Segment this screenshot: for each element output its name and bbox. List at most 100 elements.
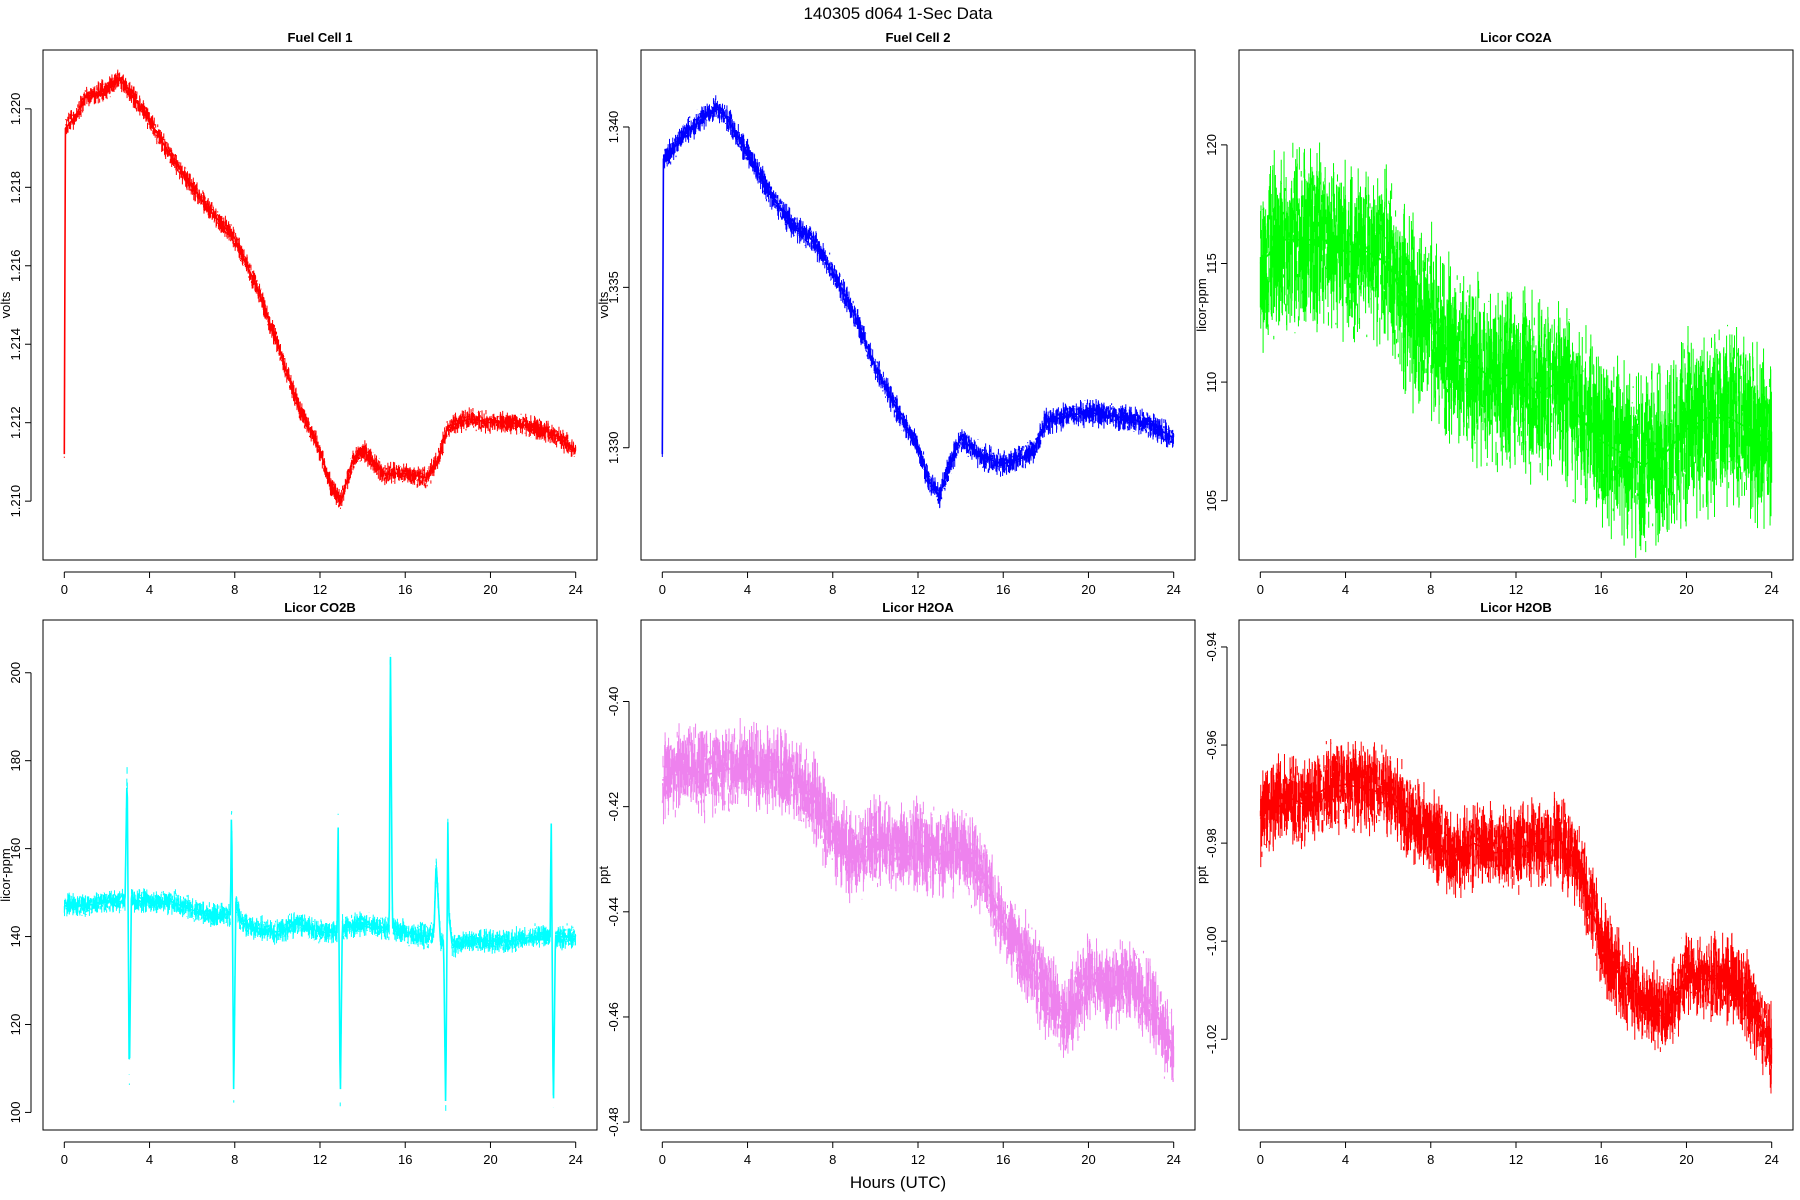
- y-tick-label: -0.44: [606, 897, 621, 927]
- x-tick-label: 4: [1342, 582, 1349, 597]
- x-tick-label: 12: [1509, 1152, 1523, 1167]
- panel-title: Licor CO2A: [1480, 30, 1552, 45]
- y-tick-label: 1.216: [8, 249, 23, 282]
- plot-frame: [42, 49, 598, 561]
- x-tick-label: 16: [398, 582, 412, 597]
- y-tick-label: 1.340: [606, 111, 621, 144]
- series-line: [1259, 238, 1773, 467]
- y-axis-label: ppt: [1194, 866, 1209, 884]
- x-tick-label: 16: [1594, 1152, 1608, 1167]
- y-axis-label: licor-ppm: [1194, 278, 1209, 331]
- plot-frame: [1238, 619, 1794, 1131]
- chart-panel-4: Licor CO2B licor-ppm 0 4 8 12 16 20 24 100 120 140 1…: [0, 600, 598, 1167]
- x-tick-label: 20: [483, 1152, 497, 1167]
- x-tick-label: 12: [911, 582, 925, 597]
- y-tick-label: 1.335: [606, 271, 621, 304]
- y-tick-label: 120: [8, 1014, 23, 1036]
- y-tick-label: 110: [1204, 372, 1219, 393]
- panel-title: Licor CO2B: [284, 600, 356, 615]
- x-tick-label: 16: [1594, 582, 1608, 597]
- plot-frame: [640, 619, 1196, 1131]
- x-tick-label: 16: [398, 1152, 412, 1167]
- y-tick-label: 100: [8, 1102, 23, 1124]
- plot-frame: [1238, 49, 1794, 561]
- x-tick-label: 12: [911, 1152, 925, 1167]
- y-tick-label: 115: [1204, 253, 1219, 274]
- data-trace-group: [63, 654, 577, 1111]
- x-tick-label: 8: [231, 582, 238, 597]
- chart-panel-3: Licor CO2A licor-ppm 0 4 8 12 16 20 24 105 110 115 1…: [1194, 30, 1794, 597]
- x-tick-label: 20: [483, 582, 497, 597]
- series-noise-band: [661, 717, 1175, 1083]
- y-tick-label: 1.210: [8, 485, 23, 518]
- y-tick-label: 140: [8, 926, 23, 948]
- data-trace-group: [661, 717, 1175, 1083]
- plot-frame: [640, 49, 1196, 561]
- x-tick-label: 4: [146, 1152, 153, 1167]
- y-tick-label: -0.98: [1204, 828, 1219, 858]
- y-tick-label: 1.220: [8, 93, 23, 126]
- y-axis-label: volts: [596, 291, 611, 318]
- x-tick-label: 16: [996, 1152, 1010, 1167]
- x-tick-label: 12: [313, 582, 327, 597]
- x-tick-label: 8: [231, 1152, 238, 1167]
- x-tick-label: 24: [568, 1152, 582, 1167]
- x-tick-label: 24: [1166, 1152, 1180, 1167]
- y-tick-label: -0.42: [606, 792, 621, 822]
- figure-x-axis-label: Hours (UTC): [850, 1173, 946, 1192]
- y-tick-label: -0.94: [1204, 632, 1219, 662]
- plot-frame: [42, 619, 598, 1131]
- x-tick-label: 0: [1257, 1152, 1264, 1167]
- x-tick-label: 24: [1764, 1152, 1778, 1167]
- x-tick-label: 4: [1342, 1152, 1349, 1167]
- y-tick-label: 120: [1204, 134, 1219, 156]
- series-noise-band: [1259, 142, 1773, 558]
- panel-title: Fuel Cell 2: [885, 30, 950, 45]
- chart-panel-2: Fuel Cell 2 volts 0 4 8 12 16 20 24 1.330 1.335 1.3…: [596, 30, 1196, 597]
- series-line: [661, 106, 1175, 497]
- figure-title: 140305 d064 1-Sec Data: [803, 4, 993, 23]
- y-tick-label: 160: [8, 838, 23, 860]
- y-tick-label: 1.330: [606, 431, 621, 464]
- data-trace-group: [1259, 142, 1773, 558]
- chart-panel-6: Licor H2OB ppt 0 4 8 12 16 20 24 -1.02 -1.00 -0.98 -…: [1194, 600, 1794, 1167]
- chart-panel-1: Fuel Cell 1 volts 0 4 8 12 16 20 24 1.210 1.212 1.2…: [0, 30, 598, 597]
- x-tick-label: 20: [1679, 582, 1693, 597]
- y-tick-label: -1.00: [1204, 926, 1219, 956]
- y-tick-label: 180: [8, 750, 23, 772]
- x-tick-label: 4: [744, 1152, 751, 1167]
- y-tick-label: -1.02: [1204, 1024, 1219, 1054]
- x-tick-label: 4: [146, 582, 153, 597]
- y-axis-label: ppt: [596, 866, 611, 884]
- y-axis-label: volts: [0, 291, 13, 318]
- x-tick-label: 0: [61, 1152, 68, 1167]
- chart-panel-5: Licor H2OA ppt 0 4 8 12 16 20 24 -0.48 -0.46 -0.44 -…: [596, 600, 1196, 1167]
- x-tick-label: 12: [313, 1152, 327, 1167]
- data-trace-group: [1259, 739, 1773, 1094]
- x-tick-label: 0: [1257, 582, 1264, 597]
- y-tick-label: 200: [8, 662, 23, 684]
- x-tick-label: 24: [568, 582, 582, 597]
- y-tick-label: -0.46: [606, 1002, 621, 1032]
- x-tick-label: 8: [829, 582, 836, 597]
- x-tick-label: 8: [1427, 1152, 1434, 1167]
- series-line: [64, 656, 576, 1101]
- x-tick-label: 8: [1427, 582, 1434, 597]
- x-tick-label: 20: [1679, 1152, 1693, 1167]
- x-tick-label: 0: [659, 582, 666, 597]
- x-tick-label: 4: [744, 582, 751, 597]
- x-tick-label: 0: [659, 1152, 666, 1167]
- chart-panels: Fuel Cell 1 volts 0 4 8 12 16 20 24 1.210 1.212 1.2…: [0, 30, 1794, 1167]
- panel-title: Licor H2OA: [882, 600, 954, 615]
- data-trace-group: [63, 69, 577, 509]
- panel-title: Licor H2OB: [1480, 600, 1552, 615]
- y-tick-label: 105: [1204, 490, 1219, 512]
- series-noise-band: [1259, 739, 1773, 1094]
- y-tick-label: 1.218: [8, 171, 23, 204]
- x-tick-label: 12: [1509, 582, 1523, 597]
- x-tick-label: 0: [61, 582, 68, 597]
- y-tick-label: -0.40: [606, 687, 621, 717]
- series-line: [1259, 783, 1773, 1050]
